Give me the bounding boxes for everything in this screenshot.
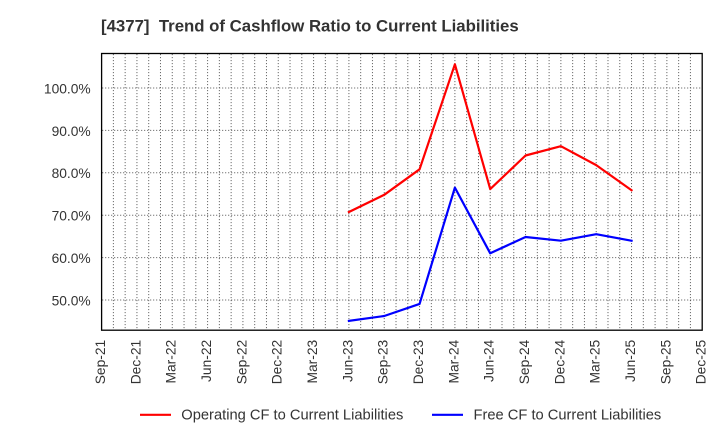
svg-text:Jun-24: Jun-24 [482,339,497,382]
svg-text:70.0%: 70.0% [52,209,91,224]
svg-text:Dec-22: Dec-22 [270,340,285,384]
svg-text:100.0%: 100.0% [44,81,91,96]
svg-text:Sep-23: Sep-23 [376,339,391,384]
svg-text:Dec-25: Dec-25 [694,339,709,384]
svg-text:Dec-24: Dec-24 [552,339,567,384]
svg-text:90.0%: 90.0% [52,124,91,139]
svg-text:Dec-21: Dec-21 [128,340,143,384]
svg-text:Mar-22: Mar-22 [164,340,179,384]
svg-text:Jun-22: Jun-22 [199,340,214,382]
svg-text:Mar-25: Mar-25 [588,339,603,383]
svg-text:60.0%: 60.0% [52,251,91,266]
svg-text:Jun-23: Jun-23 [340,339,355,382]
svg-text:50.0%: 50.0% [52,293,91,308]
svg-text:Mar-24: Mar-24 [446,339,461,383]
svg-text:Dec-23: Dec-23 [411,339,426,384]
svg-text:[4377] Trend of Cashflow Rati: [4377] Trend of Cashflow Ratio to Curren… [101,16,519,35]
svg-text:Mar-23: Mar-23 [305,339,320,383]
svg-text:Sep-22: Sep-22 [234,340,249,385]
svg-text:Jun-25: Jun-25 [623,339,638,382]
svg-text:Sep-21: Sep-21 [93,340,108,385]
svg-text:Operating CF to Current Liabil: Operating CF to Current Liabilities [181,408,403,424]
svg-text:80.0%: 80.0% [52,166,91,181]
svg-text:Free CF to Current Liabilities: Free CF to Current Liabilities [474,408,662,424]
svg-text:Sep-24: Sep-24 [517,339,532,384]
svg-text:Sep-25: Sep-25 [658,339,673,384]
